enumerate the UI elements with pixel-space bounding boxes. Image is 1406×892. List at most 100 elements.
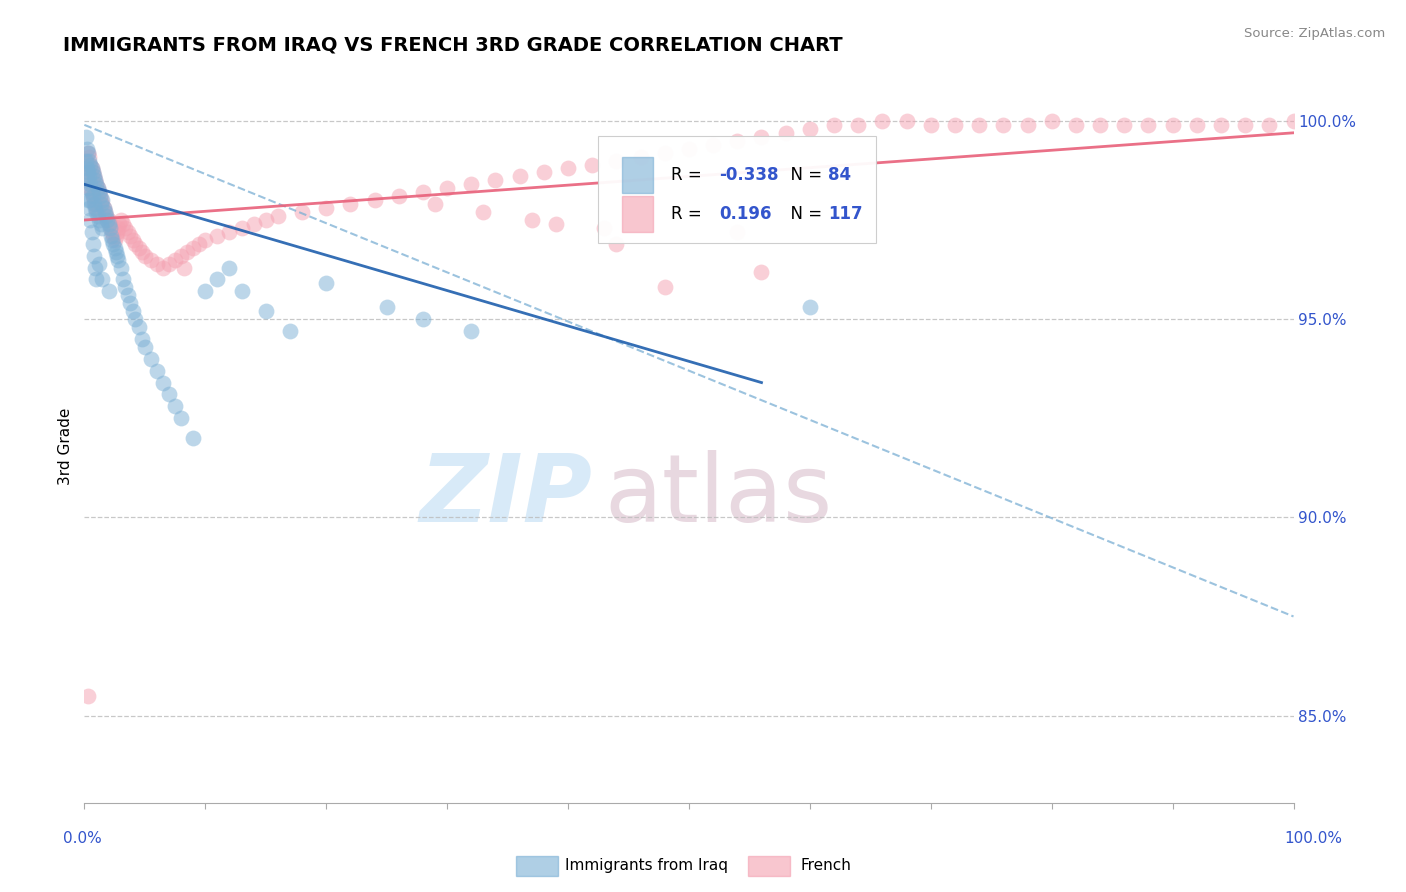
Point — [170, 249, 193, 263]
Point — [139, 252, 162, 267]
Text: 117: 117 — [828, 205, 863, 223]
Point — [101, 225, 124, 239]
Point — [157, 257, 180, 271]
FancyBboxPatch shape — [623, 157, 652, 193]
Point — [80, 161, 103, 176]
Text: R =: R = — [671, 205, 707, 223]
Point — [89, 189, 111, 203]
Point — [157, 387, 180, 401]
Point — [121, 233, 143, 247]
Point — [104, 233, 127, 247]
Point — [105, 225, 128, 239]
Point — [117, 288, 139, 302]
Point — [98, 221, 121, 235]
Point — [131, 332, 153, 346]
Point — [363, 193, 385, 207]
Point — [75, 129, 97, 144]
Point — [77, 689, 100, 703]
Point — [412, 186, 434, 200]
Text: N =: N = — [780, 166, 827, 184]
Point — [423, 197, 446, 211]
Point — [134, 340, 156, 354]
Point — [751, 129, 773, 144]
Point — [77, 181, 100, 195]
Point — [76, 161, 98, 176]
Point — [152, 260, 174, 275]
Point — [605, 153, 627, 168]
Point — [83, 197, 105, 211]
Point — [181, 431, 204, 445]
Point — [775, 126, 797, 140]
Text: -0.338: -0.338 — [720, 166, 779, 184]
Point — [79, 213, 101, 227]
Point — [544, 217, 567, 231]
Point — [128, 320, 150, 334]
Point — [107, 221, 129, 235]
Point — [90, 197, 112, 211]
Point — [799, 121, 821, 136]
Point — [82, 165, 104, 179]
Point — [254, 213, 277, 227]
Point — [231, 221, 253, 235]
Point — [79, 181, 101, 195]
Point — [86, 181, 108, 195]
Point — [86, 178, 108, 192]
Point — [97, 285, 120, 299]
Point — [605, 236, 627, 251]
Point — [82, 165, 104, 179]
Point — [84, 197, 107, 211]
Point — [96, 213, 118, 227]
Point — [242, 217, 264, 231]
Point — [920, 118, 942, 132]
Point — [86, 181, 108, 195]
Point — [593, 221, 616, 235]
Point — [86, 209, 108, 223]
Point — [170, 411, 193, 425]
Text: ZIP: ZIP — [419, 450, 592, 542]
Point — [75, 153, 97, 168]
Point — [1088, 118, 1111, 132]
Point — [1258, 118, 1281, 132]
Point — [104, 241, 127, 255]
Point — [98, 217, 121, 231]
Point — [823, 118, 845, 132]
Point — [86, 272, 108, 286]
Point — [90, 193, 112, 207]
Point — [79, 157, 101, 171]
Point — [83, 249, 105, 263]
Point — [267, 209, 290, 223]
Point — [84, 260, 107, 275]
Point — [1161, 118, 1184, 132]
Point — [83, 193, 105, 207]
Point — [97, 217, 120, 231]
Point — [943, 118, 966, 132]
Point — [194, 285, 217, 299]
Point — [231, 285, 253, 299]
Point — [436, 181, 458, 195]
Point — [1017, 118, 1039, 132]
Point — [90, 217, 112, 231]
Text: French: French — [800, 858, 851, 872]
Point — [77, 145, 100, 160]
Point — [86, 201, 108, 215]
Point — [128, 241, 150, 255]
Point — [104, 228, 127, 243]
Text: IMMIGRANTS FROM IRAQ VS FRENCH 3RD GRADE CORRELATION CHART: IMMIGRANTS FROM IRAQ VS FRENCH 3RD GRADE… — [63, 36, 842, 54]
Point — [799, 300, 821, 314]
Point — [751, 264, 773, 278]
Point — [97, 213, 120, 227]
Point — [82, 189, 104, 203]
Point — [79, 193, 101, 207]
Point — [165, 252, 187, 267]
Point — [146, 257, 169, 271]
Point — [218, 260, 240, 275]
Point — [84, 201, 107, 215]
Point — [114, 280, 136, 294]
Point — [460, 324, 482, 338]
Point — [124, 312, 146, 326]
FancyBboxPatch shape — [623, 196, 652, 232]
Point — [77, 201, 100, 215]
Point — [278, 324, 301, 338]
Point — [114, 221, 136, 235]
Point — [152, 376, 174, 390]
